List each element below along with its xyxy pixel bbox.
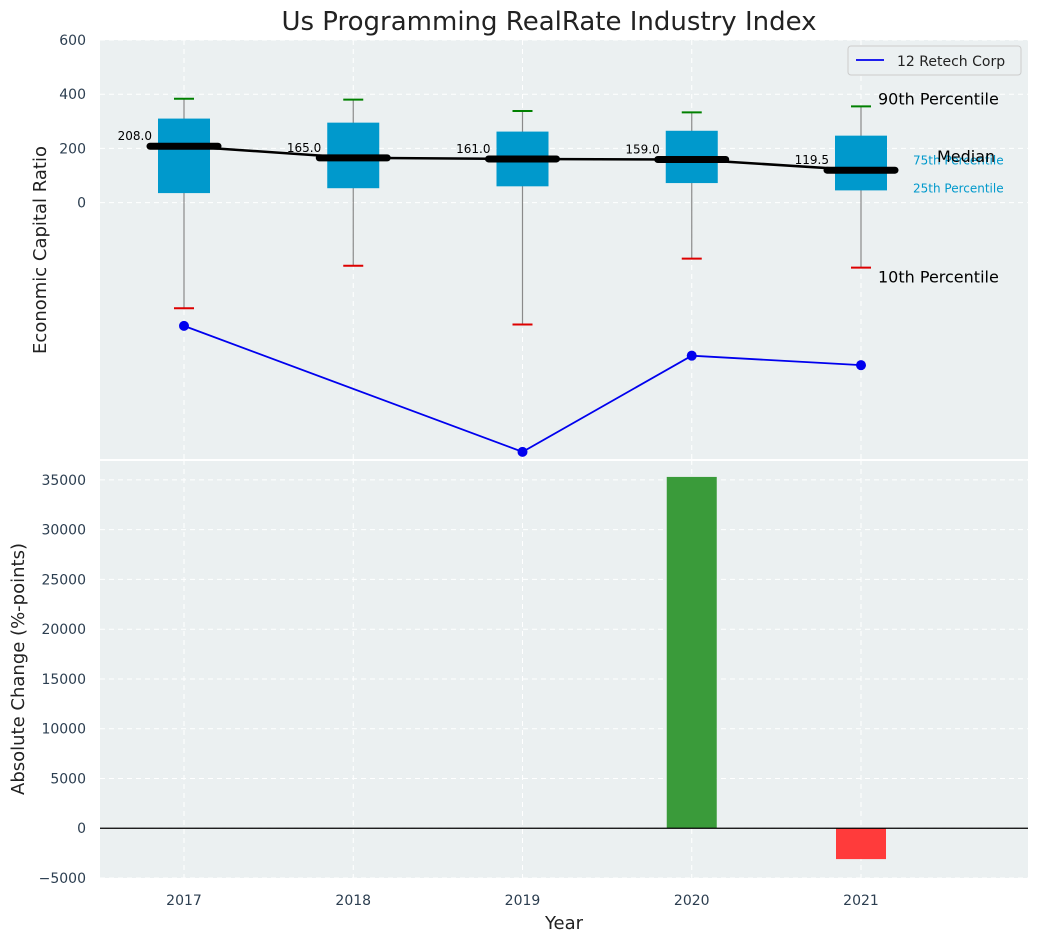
chart-title: Us Programming RealRate Industry Index [281, 7, 816, 37]
change-bar [836, 828, 886, 860]
company-point [686, 350, 697, 361]
annotation-p25: 25th Percentile [913, 181, 1004, 195]
box-iqr [835, 135, 887, 191]
bottom-y-tick-label: 5000 [50, 771, 86, 787]
x-axis-label: Year [544, 913, 584, 934]
legend-entry: 12 Retech Corp [897, 54, 1005, 70]
x-tick-label: 2017 [166, 893, 202, 909]
bottom-y-tick-label: 0 [77, 821, 86, 837]
top-y-ticks: 0 200 400 600 [59, 33, 86, 212]
change-bar [666, 476, 717, 829]
bottom-y-tick-label: 35000 [41, 473, 86, 489]
top-y-tick-label: 600 [59, 33, 86, 49]
top-panel: 0 200 400 600 208.0 165.0 161.0 159.0 119.5 90t… [30, 33, 1028, 460]
company-line [183, 325, 862, 453]
annotation-p10: 10th Percentile [878, 268, 999, 287]
bottom-y-tick-label: 10000 [41, 722, 86, 738]
median-value-label: 161.0 [456, 142, 490, 156]
company-point [517, 446, 528, 457]
bottom-y-tick-label: 15000 [41, 672, 86, 688]
x-ticks: 2017 2018 2019 2020 2021 [166, 893, 879, 909]
boxplots: 208.0 165.0 161.0 159.0 119.5 [118, 97, 899, 326]
bottom-plot-background [100, 460, 1028, 878]
top-plot-background [100, 40, 1028, 460]
annotation-median: Median [937, 147, 995, 166]
top-y-tick-label: 0 [77, 196, 86, 212]
x-tick-label: 2018 [335, 893, 371, 909]
x-tick-label: 2021 [843, 893, 879, 909]
company-series [179, 320, 866, 457]
box-iqr [158, 118, 210, 194]
bottom-y-tick-label: −5000 [39, 871, 86, 887]
bottom-y-axis-label: Absolute Change (%-points) [8, 543, 29, 795]
bottom-y-ticks: −5000 0 5000 10000 15000 20000 25000 30000 35000 [39, 473, 86, 887]
top-y-tick-label: 400 [59, 87, 86, 103]
bottom-panel: −5000 0 5000 10000 15000 20000 25000 30000 35000… [8, 459, 1028, 934]
x-tick-label: 2019 [505, 893, 541, 909]
legend-box [847, 45, 1022, 76]
company-point [179, 320, 189, 331]
top-y-tick-label: 200 [59, 141, 86, 157]
bottom-y-tick-label: 30000 [41, 523, 86, 539]
legend: 12 Retech Corp [847, 45, 1022, 76]
median-value-label: 119.5 [795, 153, 829, 167]
company-point [856, 360, 866, 371]
annotation-p90: 90th Percentile [878, 89, 999, 108]
change-bars [100, 476, 1028, 860]
bottom-y-tick-label: 20000 [41, 622, 86, 638]
top-y-axis-label: Economic Capital Ratio [30, 146, 51, 354]
median-value-label: 208.0 [118, 129, 152, 143]
annotation-p75: 75th Percentile [913, 154, 1004, 168]
bottom-y-tick-label: 25000 [41, 572, 86, 588]
median-value-label: 159.0 [625, 142, 659, 156]
x-tick-label: 2020 [674, 893, 710, 909]
median-value-label: 165.0 [287, 141, 321, 155]
